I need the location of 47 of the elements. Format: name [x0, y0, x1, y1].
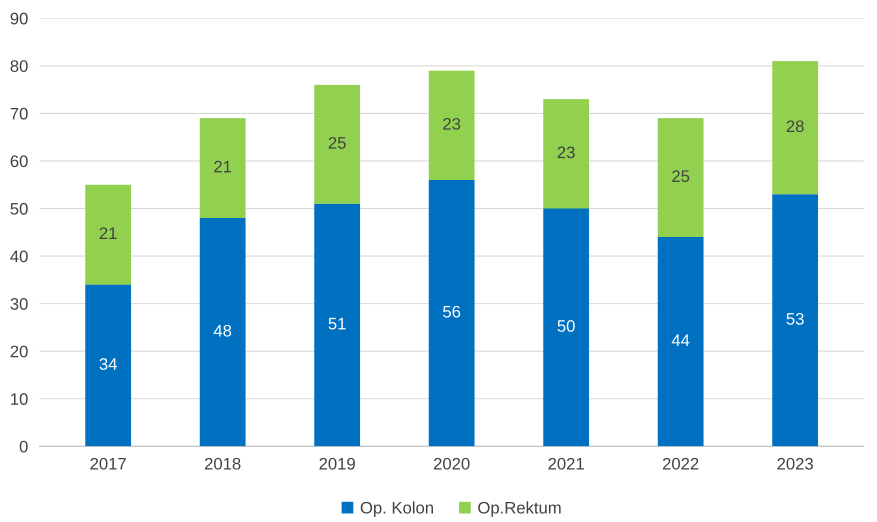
bar: [428, 180, 475, 446]
bar: [658, 118, 704, 238]
data-label: 53: [786, 312, 804, 325]
x-tick-label: 2017: [90, 458, 126, 470]
data-label: 44: [672, 334, 690, 346]
x-tick-label: 2020: [434, 458, 470, 470]
y-tick-label: 50: [10, 202, 28, 215]
y-tick-label: 60: [10, 155, 28, 168]
bar: [543, 99, 590, 209]
y-tick-label: 30: [10, 298, 28, 310]
data-label: 25: [328, 136, 346, 149]
data-label: 23: [558, 146, 575, 158]
legend-label: Op.Rektum: [478, 501, 561, 517]
data-label: 25: [672, 170, 690, 182]
y-tick-label: 80: [10, 60, 28, 72]
data-label: 21: [214, 160, 232, 172]
y-tick-label: 70: [10, 108, 28, 120]
y-tick-label: 20: [10, 346, 28, 358]
bar: [543, 208, 590, 446]
y-tick-label: 40: [10, 250, 28, 262]
bar: [772, 61, 818, 194]
bar: [314, 204, 360, 446]
y-tick-label: 0: [20, 440, 28, 453]
bar: [200, 218, 246, 446]
data-label: 56: [443, 306, 460, 318]
legend-label: Op. Kolon: [360, 501, 433, 517]
y-tick-label: 90: [10, 12, 28, 24]
x-tick-label: 2023: [777, 458, 813, 470]
x-tick-label: 2022: [662, 458, 698, 470]
data-label: 21: [100, 227, 117, 239]
bar: [772, 194, 818, 446]
y-tick-label: 10: [11, 393, 28, 405]
data-label: 51: [328, 318, 346, 330]
x-tick-label: 2021: [548, 458, 584, 470]
x-tick-label: 2018: [204, 458, 240, 470]
x-tick-label: 2019: [319, 458, 355, 470]
bar: [200, 118, 246, 218]
data-label: 48: [214, 324, 232, 337]
bar: [85, 184, 132, 285]
data-label: 23: [443, 118, 460, 130]
bar: [85, 284, 132, 446]
bar: [428, 70, 475, 180]
data-label: 50: [558, 320, 575, 332]
bar: [314, 84, 360, 204]
bar: [658, 237, 704, 446]
data-label: 28: [786, 120, 804, 132]
data-label: 34: [100, 358, 117, 370]
